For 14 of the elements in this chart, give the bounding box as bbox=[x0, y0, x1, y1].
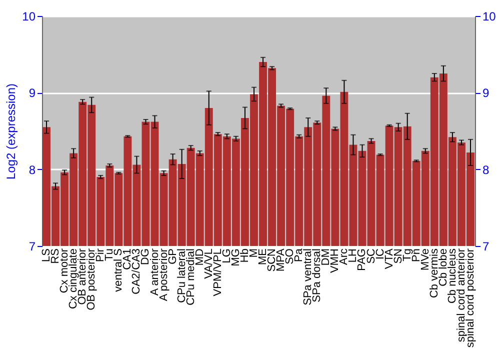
y-tick-label: 7 bbox=[28, 240, 36, 254]
x-tick-label: RS bbox=[50, 248, 62, 264]
x-tick-label: OB posterior bbox=[86, 248, 98, 310]
y2-tick-label: 10 bbox=[482, 10, 496, 24]
x-tick-label: IC bbox=[374, 248, 386, 260]
y2-tick-label: 9 bbox=[482, 86, 490, 100]
x-tick-label: CPu medial bbox=[184, 248, 197, 306]
y2-tick-label: 8 bbox=[482, 162, 490, 177]
x-tick-label: MVe bbox=[419, 248, 432, 271]
y-axis-title: Log2 (expression) bbox=[4, 83, 18, 180]
y-tick-label: 10 bbox=[22, 10, 36, 24]
y2-tick-label: 7 bbox=[482, 240, 490, 254]
y-tick-label: 8 bbox=[28, 162, 36, 177]
y-tick-label: 9 bbox=[28, 86, 36, 100]
